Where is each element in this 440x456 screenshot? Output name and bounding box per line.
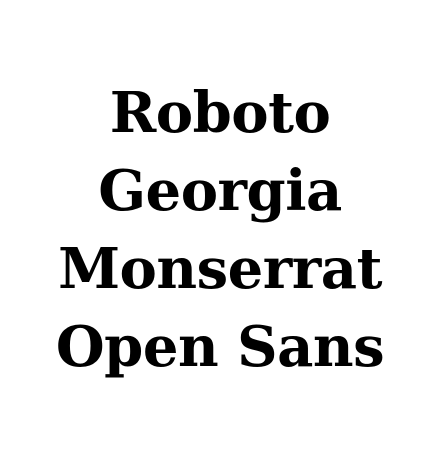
- font-name-monserrat: Monserrat: [58, 236, 382, 302]
- font-name-roboto: Roboto: [109, 80, 331, 146]
- font-name-open-sans: Open Sans: [55, 314, 385, 380]
- font-name-georgia: Georgia: [98, 158, 342, 224]
